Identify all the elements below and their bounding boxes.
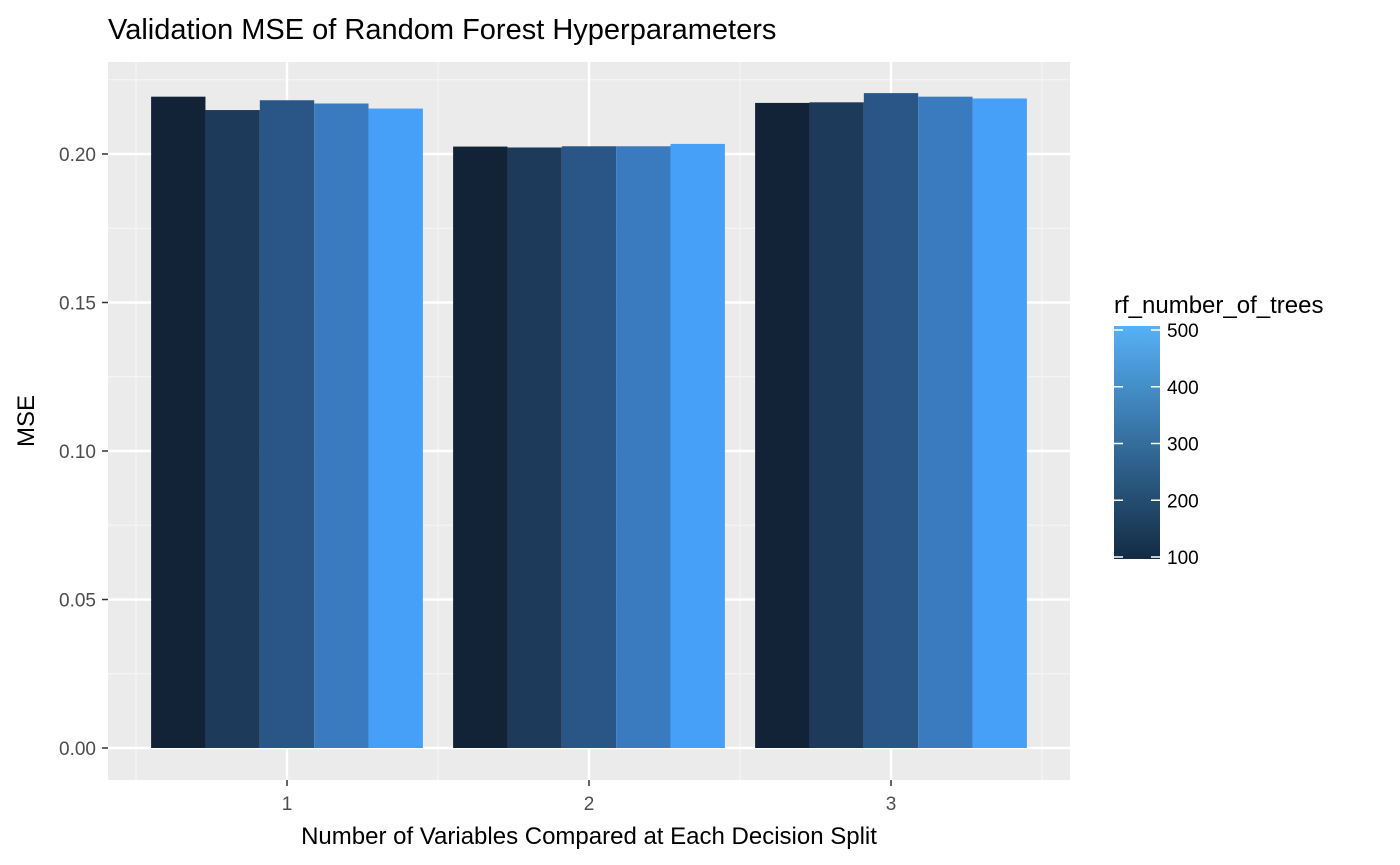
bar-cat2-trees300 [561,146,617,748]
x-tick-label: 2 [584,794,595,815]
bars [151,93,1027,749]
legend-tick-label: 400 [1167,378,1199,399]
legend-tick-label: 300 [1167,435,1199,456]
bar-cat1-trees100 [151,96,206,748]
bar-cat1-trees500 [368,108,423,748]
bar-cat2-trees500 [670,143,725,749]
legend-tick-label: 500 [1167,321,1199,342]
legend-tick-label: 100 [1167,548,1199,569]
y-tick-label: 0.20 [59,145,96,166]
bar-cat3-trees500 [972,98,1027,748]
legend-title: rf_number_of_trees [1114,292,1323,319]
chart-title: Validation MSE of Random Forest Hyperpar… [108,14,776,46]
y-tick-label: 0.15 [59,294,96,315]
y-axis-title: MSE [13,395,40,447]
y-tick-label: 0.00 [59,739,96,760]
bar-cat2-trees200 [507,147,562,748]
y-axis: 0.00 0.05 0.10 0.15 0.20 [59,145,108,760]
bar-cat1-trees400 [314,103,369,748]
legend-colorbar [1114,326,1160,559]
legend: rf_number_of_trees 100 200 300 400 500 [1114,292,1323,569]
x-axis-title: Number of Variables Compared at Each Dec… [301,823,877,850]
bar-cat3-trees100 [755,102,810,748]
x-tick-label: 1 [282,794,293,815]
y-tick-label: 0.05 [59,591,96,612]
y-tick-label: 0.10 [59,442,96,463]
bar-cat2-trees100 [453,146,508,748]
bar-cat3-trees300 [863,93,919,749]
legend-ticks: 100 200 300 400 500 [1114,321,1199,569]
legend-tick-label: 200 [1167,491,1199,512]
bar-cat2-trees400 [616,146,671,748]
bar-cat1-trees200 [205,110,260,748]
bar-cat3-trees400 [918,96,973,748]
x-tick-label: 3 [886,794,897,815]
bar-cat1-trees300 [259,100,315,749]
bar-cat3-trees200 [809,102,864,748]
x-axis: 1 2 3 [282,780,897,815]
